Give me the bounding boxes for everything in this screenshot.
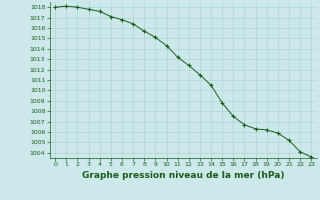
X-axis label: Graphe pression niveau de la mer (hPa): Graphe pression niveau de la mer (hPa): [82, 171, 284, 180]
